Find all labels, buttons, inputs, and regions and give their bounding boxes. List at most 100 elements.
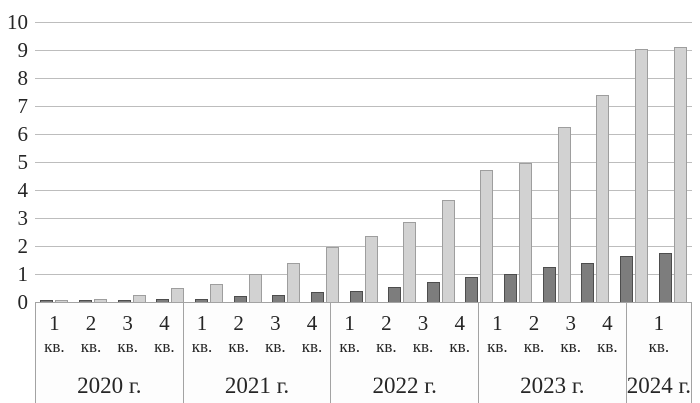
- dark-gray-series-bar: [620, 256, 634, 302]
- quarter-unit: кв.: [648, 337, 670, 356]
- quarter-cell: 4 кв.: [146, 310, 183, 358]
- quarter-unit: кв.: [191, 337, 213, 356]
- quarters-row: 1 кв. 2 кв. 3 кв. 4 кв.: [36, 303, 183, 358]
- gridline: [35, 50, 692, 51]
- y-tick-label: 4: [17, 178, 29, 202]
- x-year-group: 1 кв. 2 кв. 3 кв. 4 кв. 2021 г.: [182, 303, 331, 403]
- y-tick-label: 10: [7, 10, 28, 34]
- light-gray-series-bar: [55, 300, 69, 302]
- quarter-unit: кв.: [449, 337, 470, 356]
- quarters-row: 1 кв. 2 кв. 3 кв. 4 кв.: [331, 303, 478, 358]
- dark-gray-series-bar: [542, 267, 556, 302]
- light-gray-series-bar: [441, 200, 455, 302]
- quarter-unit: кв.: [339, 337, 360, 356]
- bars-container: [35, 22, 692, 302]
- quarter-number: 1: [49, 311, 60, 335]
- dark-gray-series-bar: [194, 299, 208, 302]
- dark-gray-series-bar: [426, 282, 440, 302]
- bar-year-group: [190, 22, 345, 302]
- bar-slot: [344, 22, 383, 302]
- quarter-unit: кв.: [487, 337, 508, 356]
- quarter-cell: 2 кв.: [220, 310, 257, 358]
- dark-gray-series-bar: [40, 300, 54, 302]
- quarters-row: 1 кв. 2 кв. 3 кв. 4 кв.: [184, 303, 331, 358]
- quarter-number: 4: [454, 311, 465, 335]
- dark-gray-series-bar: [117, 300, 131, 302]
- bar-year-group: [653, 22, 692, 302]
- bar-slot: [228, 22, 267, 302]
- bar-slot: [383, 22, 422, 302]
- bar-slot: [112, 22, 151, 302]
- y-tick-label: 1: [17, 262, 29, 286]
- quarter-number: 1: [492, 311, 503, 335]
- quarter-number: 2: [233, 311, 244, 335]
- bar-slot: [267, 22, 306, 302]
- gridline: [35, 78, 692, 79]
- quarter-unit: кв.: [80, 337, 102, 356]
- y-tick-label: 3: [17, 206, 29, 230]
- quarter-unit: кв.: [523, 337, 545, 356]
- y-axis: 0 1 2 3 4 5 6 7 8 9 10: [0, 0, 30, 403]
- quarter-cell: 4 кв.: [441, 310, 478, 358]
- light-gray-series-bar: [403, 222, 417, 302]
- quarter-cell: 2 кв.: [516, 310, 553, 358]
- dark-gray-series-bar: [78, 300, 92, 302]
- quarter-unit: кв.: [412, 337, 434, 356]
- quarter-number: 4: [306, 311, 318, 335]
- year-label: 2022 г.: [372, 373, 437, 398]
- y-tick-label: 8: [17, 66, 29, 90]
- quarter-number: 3: [565, 311, 576, 335]
- light-gray-series-bar: [171, 288, 185, 302]
- bar-year-group: [35, 22, 190, 302]
- y-tick-label: 0: [17, 290, 29, 314]
- quarter-unit: кв.: [154, 337, 175, 356]
- x-year-group: 1 кв. 2024 г.: [625, 303, 691, 403]
- quarter-cell: 3 кв.: [552, 310, 589, 358]
- gridline: [35, 190, 692, 191]
- year-label: 2021 г.: [224, 373, 290, 398]
- gridline: [35, 106, 692, 107]
- bar-year-group: [499, 22, 654, 302]
- year-label: 2020 г.: [77, 373, 142, 398]
- quarter-number: 1: [344, 311, 355, 335]
- gridline: [35, 162, 692, 163]
- quarter-cell: 3 кв.: [405, 310, 442, 358]
- bar-year-group: [344, 22, 499, 302]
- quarter-cell: 1 кв.: [36, 310, 73, 358]
- gridline: [35, 246, 692, 247]
- quarter-number: 4: [602, 311, 613, 335]
- dark-gray-series-bar: [581, 263, 595, 302]
- y-tick-label: 7: [17, 94, 29, 118]
- quarter-cell: 3 кв.: [257, 310, 294, 358]
- light-gray-series-bar: [325, 247, 339, 302]
- dark-gray-series-bar: [233, 296, 247, 302]
- quarter-number: 1: [653, 311, 665, 335]
- bar-slot: [35, 22, 74, 302]
- quarter-cell: 2 кв.: [73, 310, 110, 358]
- bar-slot: [615, 22, 654, 302]
- quarter-number: 2: [381, 311, 392, 335]
- bar-slot: [576, 22, 615, 302]
- quarter-unit: кв.: [265, 337, 286, 356]
- y-tick-label: 6: [17, 122, 29, 146]
- y-tick-label: 5: [17, 150, 29, 174]
- quarter-cell: 1 кв.: [479, 310, 516, 358]
- bar-slot: [499, 22, 538, 302]
- quarter-cell: 4 кв.: [589, 310, 626, 358]
- bar-slot: [653, 22, 692, 302]
- quarter-cell: 2 кв.: [368, 310, 405, 358]
- quarter-cell: 4 кв.: [294, 310, 331, 358]
- quarter-number: 3: [122, 311, 133, 335]
- dark-gray-series-bar: [349, 291, 363, 302]
- light-gray-series-bar: [364, 236, 378, 302]
- dark-gray-series-bar: [504, 274, 518, 302]
- light-gray-series-bar: [209, 284, 223, 302]
- x-year-group: 1 кв. 2 кв. 3 кв. 4 кв. 2023 г.: [478, 303, 626, 403]
- light-gray-series-bar: [287, 263, 301, 302]
- dark-gray-series-bar: [156, 299, 170, 302]
- quarter-number: 3: [417, 311, 429, 335]
- light-gray-series-bar: [248, 274, 262, 302]
- quarter-unit: кв.: [560, 337, 581, 356]
- quarter-unit: кв.: [597, 337, 618, 356]
